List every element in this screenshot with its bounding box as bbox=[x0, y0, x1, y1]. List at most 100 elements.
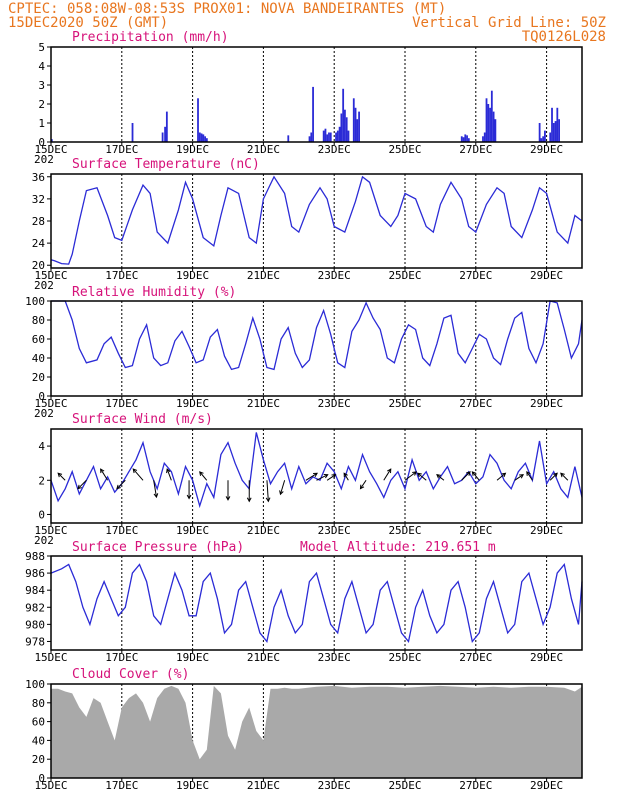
precip-bar bbox=[538, 123, 541, 142]
wind-arrow-head bbox=[526, 471, 531, 476]
header-run-time: 15DEC2020 50Z (GMT) bbox=[8, 15, 168, 31]
temp-xtick-label: 27DEC bbox=[459, 269, 492, 282]
wind-arrow-head bbox=[116, 484, 121, 490]
rh-ytick-label: 0 bbox=[38, 390, 45, 403]
cloud-frame bbox=[50, 683, 583, 779]
wind-arrow bbox=[549, 472, 558, 481]
precip-bar bbox=[345, 117, 348, 142]
precip-bar bbox=[549, 132, 552, 142]
pres-ytick-label: 988 bbox=[25, 550, 45, 563]
pres-xtick-label: 29DEC bbox=[530, 651, 563, 664]
wind-arrow-head bbox=[166, 468, 171, 474]
wind-arrow-head bbox=[501, 472, 507, 478]
precip-xtick-label: 23DEC bbox=[318, 143, 351, 156]
wind-xtick-label: 27DEC bbox=[459, 524, 492, 537]
wind-arrow bbox=[417, 472, 427, 481]
pres-ytick-label: 980 bbox=[25, 618, 45, 631]
wind-arrow bbox=[199, 471, 208, 481]
cloud-xtick-label: 21DEC bbox=[247, 779, 280, 792]
rh-series-line bbox=[51, 300, 583, 371]
precip-bar bbox=[328, 132, 330, 142]
rh-xtick-label: 19DEC bbox=[176, 397, 209, 410]
wind-arrow bbox=[166, 468, 172, 481]
precip-bar bbox=[489, 107, 491, 142]
wind-arrow-head bbox=[323, 474, 329, 479]
wind-arrow-head bbox=[186, 494, 192, 500]
pres-ytick-label: 982 bbox=[25, 601, 45, 614]
precip-bar bbox=[312, 86, 314, 142]
rh-ytick-label: 40 bbox=[32, 352, 45, 365]
wind-arrow-head bbox=[313, 472, 318, 478]
wind-arrow bbox=[116, 479, 126, 490]
temp-xtick-label: 23DEC bbox=[318, 269, 351, 282]
precip-bar bbox=[324, 128, 327, 142]
precip-bar bbox=[344, 109, 346, 142]
precip-bar bbox=[340, 113, 343, 142]
rh-panel: Relative Humidity (%) 15DEC 17DEC 19DEC 21DE… bbox=[25, 285, 583, 420]
pres-xtick-label: 17DEC bbox=[105, 651, 138, 664]
wind-arrow-head bbox=[519, 474, 525, 479]
wind-arrow-head bbox=[77, 484, 82, 490]
pres-xtick-label: 15DEC bbox=[34, 651, 67, 664]
precip-xtick-label: 15DEC bbox=[34, 143, 67, 156]
precip-bar bbox=[161, 132, 164, 142]
wind-xtick-label: 17DEC bbox=[105, 524, 138, 537]
wind-arrow-head bbox=[560, 472, 565, 478]
temp-ytick-label: 36 bbox=[32, 171, 45, 184]
wind-arrow bbox=[461, 471, 471, 481]
precip-bar bbox=[322, 130, 325, 142]
wind-arrow bbox=[100, 468, 109, 481]
precip-bar bbox=[462, 137, 465, 142]
precip-bar bbox=[202, 134, 205, 142]
cloud-area bbox=[51, 685, 582, 778]
precip-bar bbox=[165, 111, 168, 142]
precip-ytick-label: 0 bbox=[38, 136, 45, 149]
precip-bar bbox=[482, 136, 484, 142]
precip-bar bbox=[467, 138, 470, 142]
header-line1: CPTEC: 058:08W-08:53S PROX01: NOVA BANDE… bbox=[8, 1, 446, 17]
temp-year-label: 202 bbox=[34, 279, 54, 292]
temp-title: Surface Temperature (nC) bbox=[72, 157, 260, 172]
cloud-panel: Cloud Cover (%) 15DEC 17DEC 19DEC 21DEC 23DEC… bbox=[25, 667, 583, 792]
wind-arrow bbox=[383, 468, 392, 481]
temp-frame bbox=[50, 173, 583, 269]
wind-arrow-head bbox=[246, 497, 252, 503]
rh-ytick-label: 80 bbox=[32, 314, 45, 327]
precip-bar bbox=[356, 119, 359, 142]
precip-bar bbox=[204, 136, 206, 142]
wind-arrow-head bbox=[199, 471, 204, 476]
pres-ytick-label: 984 bbox=[25, 584, 45, 597]
precip-bar bbox=[558, 119, 560, 142]
cloud-ytick-label: 40 bbox=[32, 734, 45, 747]
cloud-xtick-label: 17DEC bbox=[105, 779, 138, 792]
precip-bar bbox=[464, 134, 467, 142]
precip-ytick-label: 5 bbox=[38, 41, 45, 54]
wind-xtick-label: 25DEC bbox=[388, 524, 421, 537]
cloud-title: Cloud Cover (%) bbox=[72, 667, 189, 682]
precip-frame bbox=[50, 46, 583, 143]
rh-xtick-label: 29DEC bbox=[530, 397, 563, 410]
precip-bar bbox=[485, 98, 488, 142]
precip-bar bbox=[460, 136, 463, 142]
rh-xtick-label: 25DEC bbox=[388, 397, 421, 410]
precip-bar bbox=[551, 107, 553, 142]
wind-xtick-label: 15DEC bbox=[34, 524, 67, 537]
precip-bar bbox=[354, 107, 357, 142]
precip-bar bbox=[540, 138, 543, 142]
cloud-ytick-label: 60 bbox=[32, 716, 45, 729]
cloud-xtick-label: 19DEC bbox=[176, 779, 209, 792]
wind-arrow bbox=[305, 472, 318, 481]
wind-arrow-head bbox=[132, 468, 138, 474]
rh-xtick-label: 21DEC bbox=[247, 397, 280, 410]
wind-arrow bbox=[77, 479, 87, 490]
precip-bar bbox=[338, 126, 341, 142]
rh-year-label: 202 bbox=[34, 407, 54, 420]
precip-bar bbox=[483, 132, 486, 142]
wind-xtick-label: 23DEC bbox=[318, 524, 351, 537]
temp-xtick-label: 21DEC bbox=[247, 269, 280, 282]
precip-xtick-label: 19DEC bbox=[176, 143, 209, 156]
header-model: TQ0126L028 bbox=[522, 29, 606, 45]
wind-year-label: 202 bbox=[34, 534, 54, 547]
cloud-ytick-label: 100 bbox=[25, 678, 45, 691]
temp-xtick-label: 29DEC bbox=[530, 269, 563, 282]
